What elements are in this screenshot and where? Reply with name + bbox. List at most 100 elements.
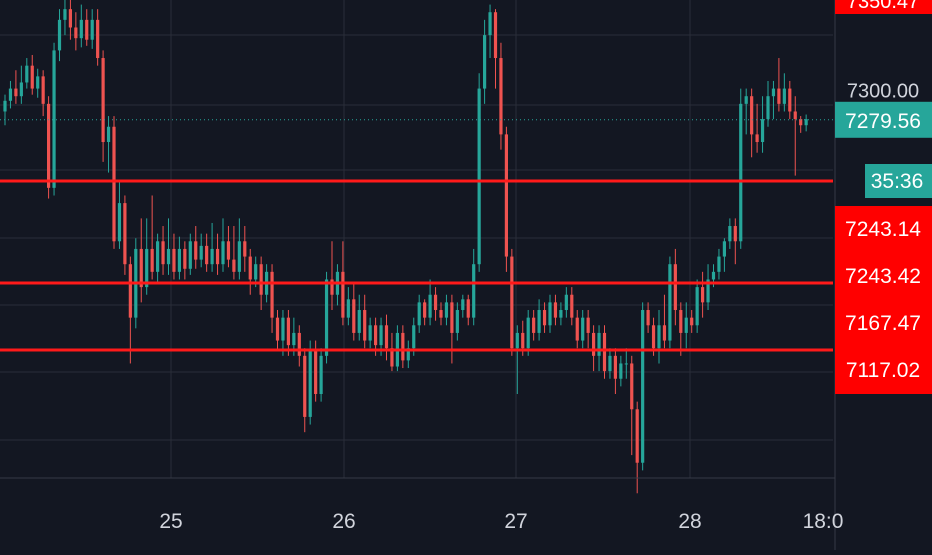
candle-up [90, 19, 94, 40]
candle-up [346, 299, 350, 318]
candle-down [47, 103, 51, 188]
candle-down [662, 325, 667, 341]
candle-down [690, 317, 694, 326]
candle-down [450, 302, 454, 333]
candle-down [41, 76, 45, 104]
current-price-label: 7279.56 [845, 110, 921, 133]
level-tag[interactable] [835, 347, 932, 394]
candle-up [771, 88, 776, 97]
candle-down [433, 294, 438, 311]
candle-down [755, 134, 759, 143]
candle-up [199, 245, 203, 260]
candle-down [521, 332, 525, 349]
candle-down [532, 317, 536, 333]
candle-down [352, 299, 356, 333]
candle-up [695, 287, 699, 326]
candle-down [493, 12, 498, 59]
candle-up [804, 119, 808, 126]
level-tag-label: 7117.02 [846, 359, 920, 382]
candle-up [324, 279, 329, 356]
candle-down [673, 264, 677, 311]
candle-up [166, 248, 171, 265]
candle-down [297, 332, 301, 356]
candle-up [641, 310, 645, 463]
candle-up [564, 294, 568, 311]
horizontal-levels [0, 119, 833, 352]
candle-up [308, 351, 312, 417]
candle-down [570, 294, 574, 318]
candle-down [510, 256, 514, 349]
candle-up [461, 299, 465, 311]
candle-up [608, 355, 612, 372]
candle-up [145, 248, 149, 288]
candle-down [68, 9, 72, 28]
candle-up [537, 310, 541, 333]
candle-down [123, 203, 127, 265]
candle-up [472, 264, 476, 318]
candle-down [401, 332, 405, 361]
candle-down [243, 241, 247, 257]
candle-down [799, 119, 803, 126]
candle-up [706, 279, 710, 303]
time-axis[interactable]: 25 26 27 28 18:0 [0, 477, 843, 533]
candle-up [319, 355, 323, 395]
time-tick-label: 26 [332, 510, 355, 533]
candle-up [559, 310, 563, 318]
candle-up [739, 103, 743, 242]
candle-down [139, 248, 143, 288]
candle-down [30, 65, 34, 89]
candle-up [657, 325, 661, 349]
candle-up [417, 302, 421, 326]
candle-down [592, 332, 596, 356]
candle-down [215, 248, 220, 265]
top-level-tag-label: 7350.47 [847, 0, 919, 13]
candle-up [412, 325, 416, 349]
top-level-tag [835, 0, 932, 14]
candle-up [357, 310, 361, 333]
time-tick-label: 28 [678, 510, 701, 533]
candle-up [548, 302, 552, 326]
candle-up [254, 264, 258, 280]
candle-down [363, 310, 367, 341]
candle-down [602, 332, 607, 372]
candle-down [384, 325, 389, 349]
candle-down [205, 245, 209, 265]
candle-up [406, 348, 410, 361]
candle-up [581, 317, 585, 341]
candle-down [701, 287, 705, 303]
candle-up [36, 76, 40, 89]
price-axis[interactable]: 7350.47 7300.00 7279.56 35:36 7243.14 7243.42… [834, 0, 932, 550]
candles [3, 0, 808, 494]
candle-up [117, 203, 122, 242]
candle-down [194, 241, 198, 260]
candle-down [128, 264, 132, 318]
candle-up [221, 241, 225, 265]
candle-down [330, 279, 334, 295]
candle-up [19, 82, 23, 97]
candle-down [259, 264, 263, 295]
candle-up [379, 325, 383, 346]
level-tag-label: 7243.42 [845, 265, 921, 288]
candle-down [575, 317, 579, 341]
candle-up [597, 332, 601, 356]
current-price-tag[interactable] [835, 101, 932, 138]
candle-down [733, 226, 737, 242]
candle-down [270, 271, 274, 318]
level-tag[interactable] [835, 206, 932, 253]
candle-down [466, 299, 470, 318]
level-tag[interactable] [835, 253, 932, 300]
candle-down [439, 310, 443, 318]
candle-up [156, 241, 160, 272]
level-tag[interactable] [835, 300, 932, 347]
candle-down [232, 259, 236, 272]
candle-up [210, 248, 214, 265]
candle-up [717, 256, 721, 272]
candle-up [292, 332, 296, 346]
candle-up [760, 119, 765, 143]
candle-down [150, 248, 154, 272]
candle-up [188, 241, 192, 269]
candle-down [286, 317, 290, 346]
